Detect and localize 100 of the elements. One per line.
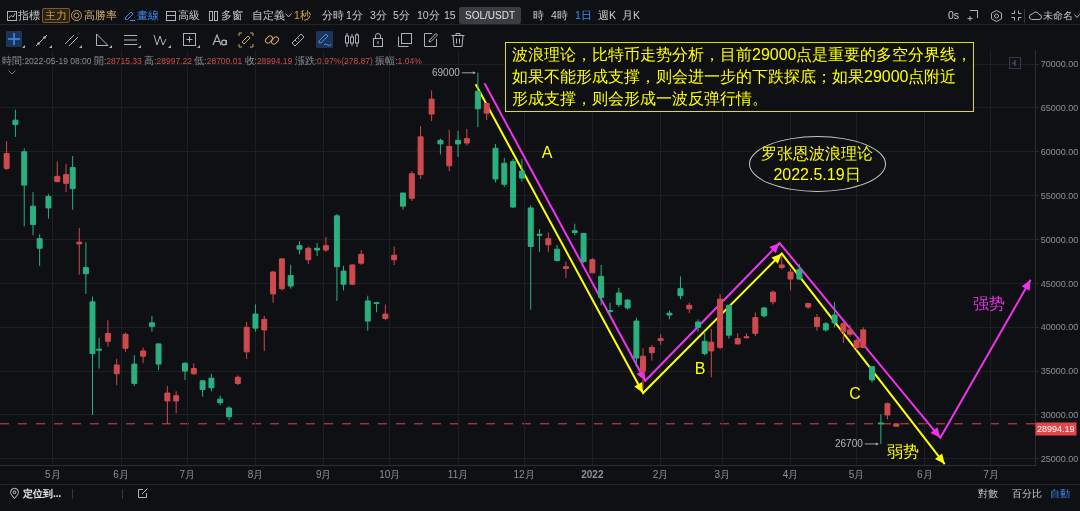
annotation: 强势: [973, 295, 1005, 313]
candlestick: [182, 361, 188, 381]
x-tick-label: 4月: [782, 469, 799, 480]
candlestick: [252, 303, 259, 333]
annotation: B: [694, 360, 706, 378]
candlestick: [54, 160, 61, 183]
candlestick: [666, 310, 673, 320]
candlestick: [455, 130, 462, 158]
annotation: 罗张恩波浪理论2022.5.19日: [760, 144, 874, 185]
candlestick: [571, 223, 578, 236]
x-tick-label: 9月: [315, 469, 332, 480]
candlestick: [76, 227, 83, 276]
candlestick: [761, 306, 768, 319]
x-tick-label: 8月: [247, 469, 264, 480]
text: 時間:2022-05-19 08:00 開:28715.33 高:28997.22 低:28700.01 收:28994.19 漲跌:0.97%(278.87) 振幅:1.04%: [2, 55, 422, 66]
candlestick: [787, 267, 794, 291]
text: 週K: [598, 9, 617, 22]
candlestick: [510, 158, 517, 209]
y-tick-label: 35000.00: [1040, 366, 1079, 377]
line-series: [474, 83, 946, 465]
candlestick: [536, 228, 543, 253]
text: 高級: [178, 9, 200, 22]
candlestick: [562, 260, 569, 279]
candlestick: [400, 192, 406, 211]
candlestick: [615, 287, 622, 308]
candlestick: [869, 366, 876, 384]
candlestick: [113, 358, 120, 386]
candlestick: [82, 241, 89, 295]
y-tick-label: 25000.00: [1040, 454, 1079, 465]
x-tick-label: 2022: [581, 469, 604, 480]
annotation: C: [849, 385, 861, 403]
candlestick: [796, 263, 803, 281]
candlestick: [305, 246, 312, 265]
candlestick: [190, 362, 197, 376]
x-tick-label: 6月: [917, 469, 933, 480]
text: 自動: [1050, 487, 1070, 500]
candlestick: [648, 344, 655, 362]
candlestick: [408, 170, 415, 202]
y-tick-label: 45000.00: [1040, 278, 1079, 289]
candlestick: [69, 155, 76, 211]
text: 4時: [551, 9, 568, 22]
text: 15: [444, 9, 456, 22]
annotation: 69000: [432, 67, 461, 78]
candlestick: [30, 191, 37, 236]
candlestick: [155, 342, 162, 371]
candlestick: [296, 240, 303, 255]
text: 百分比: [1012, 487, 1042, 500]
text: 月K: [622, 9, 641, 22]
text: 高勝率: [84, 9, 117, 22]
y-tick-label: 50000.00: [1040, 234, 1079, 245]
text: 0s: [948, 9, 960, 22]
candlestick: [695, 318, 702, 333]
text: 1日: [575, 9, 592, 22]
candlestick: [717, 293, 724, 350]
candlestick: [527, 204, 534, 311]
candlestick: [217, 395, 224, 406]
candlestick: [725, 304, 732, 340]
x-tick-label: 10月: [379, 469, 401, 480]
text: 未命名: [1043, 9, 1073, 22]
candlestick: [270, 270, 277, 304]
candlestick: [893, 423, 900, 427]
text: 對數: [978, 487, 998, 500]
candlestick: [734, 332, 741, 346]
candlestick: [428, 89, 435, 122]
x-tick-label: 6月: [113, 469, 129, 480]
text: 時: [533, 9, 544, 22]
candlestick: [554, 244, 561, 262]
candlestick: [677, 275, 684, 300]
candlestick: [640, 347, 646, 390]
y-tick-label: 55000.00: [1040, 190, 1079, 201]
candlestick: [686, 302, 693, 314]
candlestick: [492, 143, 499, 183]
text: 1分: [346, 9, 363, 22]
candlestick: [45, 193, 52, 219]
candlestick: [261, 315, 268, 352]
candlestick: [164, 385, 171, 425]
candlestick: [36, 233, 43, 267]
x-tick-label: 11月: [447, 469, 469, 480]
text: 畫線: [137, 9, 159, 22]
candlestick: [580, 232, 587, 264]
candlestick: [373, 301, 380, 313]
y-tick-label: 40000.00: [1040, 322, 1079, 333]
candlestick: [884, 402, 891, 420]
text: 指標: [18, 9, 40, 22]
text: 多窗: [221, 9, 243, 22]
candlestick: [391, 246, 398, 266]
annotation: A: [541, 144, 553, 162]
text: 定位到...: [23, 487, 62, 500]
annotation: 波浪理论，比特币走势分析，目前29000点是重要的多空分界线，如果不能形成支撑，则会进一步的下跌探底；如果29000点附近形成支撑，则会形成一波反弹行情。: [512, 45, 973, 109]
candlestick: [598, 264, 605, 306]
x-tick-label: 2月: [652, 469, 669, 480]
y-tick-label: 65000.00: [1040, 103, 1079, 114]
candlestick: [21, 147, 28, 227]
annotation: 26700: [835, 438, 864, 449]
candlestick: [743, 332, 750, 340]
candlestick: [122, 332, 129, 353]
text: 10分: [417, 9, 440, 22]
candlestick: [607, 302, 613, 318]
text: 5分: [393, 9, 410, 22]
candlestick: [104, 319, 111, 348]
